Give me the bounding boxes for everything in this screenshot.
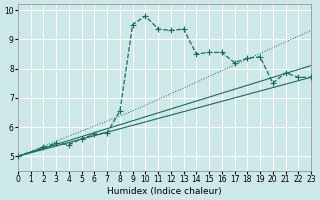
X-axis label: Humidex (Indice chaleur): Humidex (Indice chaleur) [107, 187, 222, 196]
